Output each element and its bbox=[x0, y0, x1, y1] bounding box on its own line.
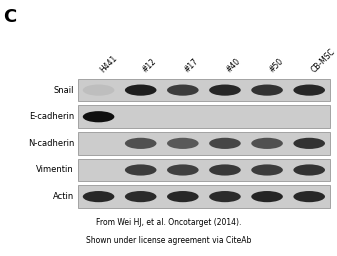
Text: Shown under license agreement via CiteAb: Shown under license agreement via CiteAb bbox=[86, 236, 251, 244]
Text: N-cadherin: N-cadherin bbox=[28, 139, 74, 148]
Text: Snail: Snail bbox=[54, 86, 74, 95]
Text: E-cadherin: E-cadherin bbox=[29, 112, 74, 121]
Text: #17: #17 bbox=[183, 57, 201, 74]
Text: From Wei HJ, et al. Oncotarget (2014).: From Wei HJ, et al. Oncotarget (2014). bbox=[96, 218, 241, 227]
Text: Vimentin: Vimentin bbox=[36, 165, 74, 175]
Text: C: C bbox=[3, 8, 17, 26]
Text: CB-MSC: CB-MSC bbox=[309, 47, 337, 74]
Text: H441: H441 bbox=[98, 54, 119, 74]
Text: Actin: Actin bbox=[53, 192, 74, 201]
Text: #12: #12 bbox=[141, 57, 158, 74]
Text: #40: #40 bbox=[225, 57, 243, 74]
Text: #50: #50 bbox=[267, 57, 285, 74]
